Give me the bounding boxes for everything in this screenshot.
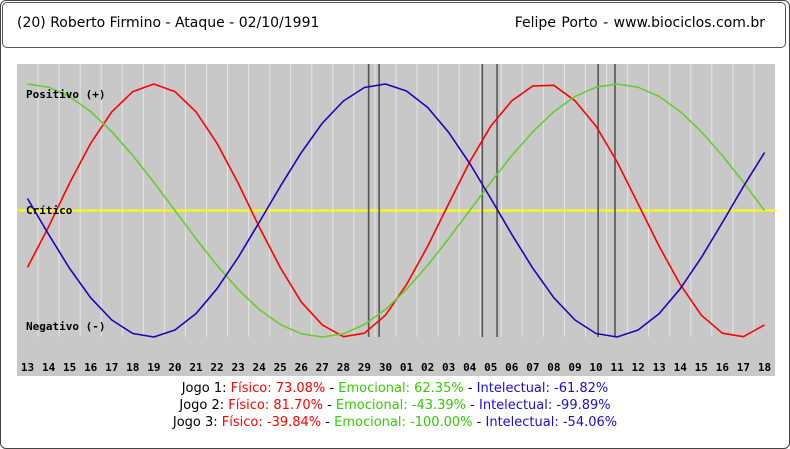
game-2-emocional: Emocional: -43.39% [335,398,467,413]
game-3-line: Jogo 3: Físico: -39.84% - Emocional: -10… [0,415,790,431]
separator: - [466,398,480,413]
game-1-intelectual: Intelectual: -61.82% [476,381,609,396]
x-tick-label: 16 [716,361,730,374]
x-tick-label: 07 [526,361,539,374]
header-bar: (20) Roberto Firmino - Ataque - 02/10/19… [2,2,786,48]
game-1-fisico: Físico: 73.08% [230,381,326,396]
game-2-line: Jogo 2: Físico: 81.70% - Emocional: -43.… [0,398,790,414]
separator: - [325,381,339,396]
game-3-intelectual: Intelectual: -54.06% [485,415,618,430]
game-2-label: Jogo 2: [179,398,225,413]
label-negativo: Negativo (-) [26,320,105,333]
x-tick-label: 12 [631,361,644,374]
x-tick-label: 15 [63,361,76,374]
x-tick-label: 18 [126,361,139,374]
x-tick-label: 11 [610,361,624,374]
x-tick-label: 24 [252,361,266,374]
game-1-label: Jogo 1: [181,381,227,396]
x-tick-label: 08 [547,361,560,374]
x-tick-label: 09 [568,361,581,374]
x-tick-label: 19 [147,361,160,374]
separator: - [322,398,336,413]
player-title: (20) Roberto Firmino - Ataque - 02/10/19… [17,15,320,31]
x-tick-label: 27 [316,361,329,374]
separator: - [321,415,335,430]
series-intelectual-line [26,83,766,338]
x-tick-label: 23 [231,361,244,374]
x-tick-label: 14 [42,361,56,374]
x-tick-label: 04 [463,361,477,374]
x-tick-label: 05 [484,361,497,374]
label-critico: Crítico [26,204,73,217]
label-positivo: Positivo (+) [26,88,105,101]
game-2-intelectual: Intelectual: -99.89% [479,398,611,413]
x-tick-label: 17 [737,361,750,374]
game-1-line: Jogo 1: Físico: 73.08% - Emocional: 62.3… [0,381,790,397]
x-tick-label: 16 [84,361,98,374]
game-3-label: Jogo 3: [172,415,218,430]
game-1-emocional: Emocional: 62.35% [338,381,464,396]
x-tick-label: 15 [695,361,708,374]
x-tick-label: 14 [674,361,688,374]
x-tick-label: 22 [210,361,223,374]
x-tick-label: 30 [379,361,392,374]
x-tick-label: 13 [653,361,666,374]
x-tick-label: 02 [421,361,434,374]
x-tick-label: 10 [589,361,602,374]
x-tick-label: 01 [400,361,414,374]
x-tick-label: 20 [168,361,181,374]
x-tick-label: 29 [358,361,371,374]
x-tick-label: 03 [442,361,455,374]
game-2-fisico: Físico: 81.70% [228,398,323,413]
x-axis-band [17,337,775,376]
game-3-emocional: Emocional: -100.00% [334,415,473,430]
separator: - [463,381,477,396]
x-tick-label: 25 [274,361,287,374]
site-credit: Felipe Porto - www.biociclos.com.br [514,15,765,31]
x-tick-label: 26 [295,361,309,374]
separator: - [472,415,486,430]
x-tick-label: 21 [189,361,203,374]
game-3-fisico: Físico: -39.84% [221,415,322,430]
x-tick-label: 18 [758,361,771,374]
x-tick-label: 06 [505,361,519,374]
series-emocional-line [27,83,766,338]
x-tick-label: 13 [21,361,34,374]
x-tick-label: 17 [105,361,118,374]
x-tick-label: 28 [337,361,350,374]
